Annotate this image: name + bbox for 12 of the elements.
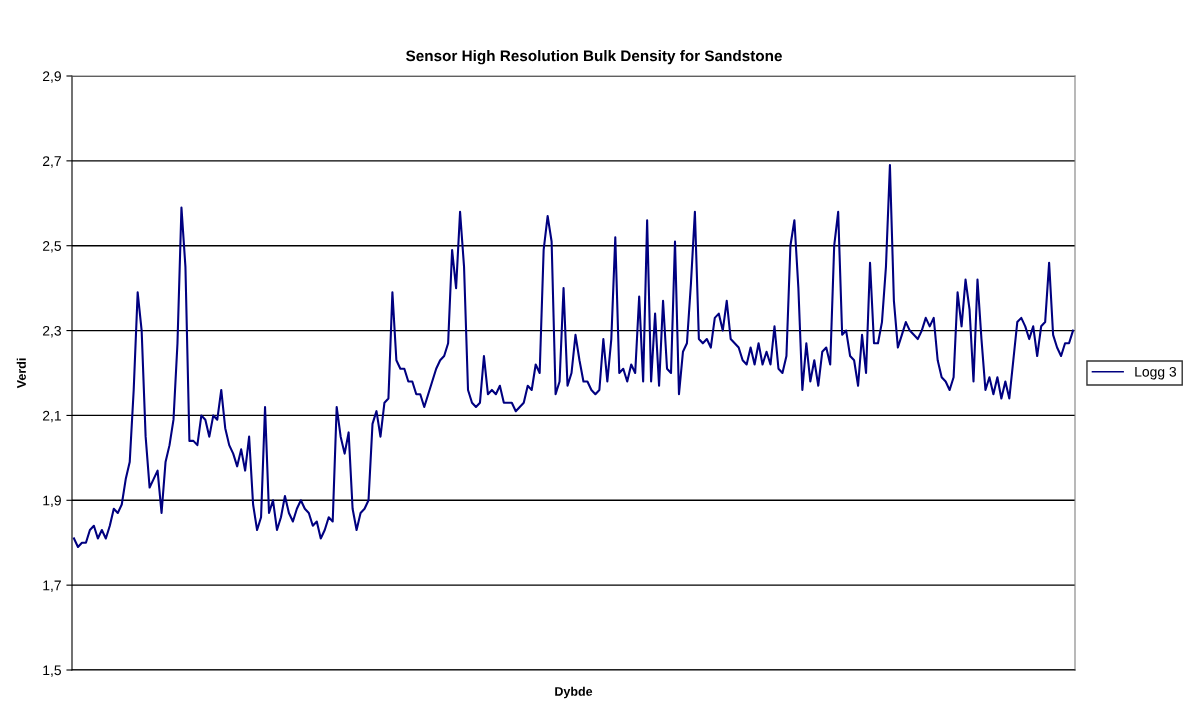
- y-tick-label: 2,3: [42, 325, 61, 338]
- chart-title: Sensor High Resolution Bulk Density for Sandstone: [406, 50, 782, 65]
- y-tick-label: 2,7: [42, 156, 61, 168]
- x-axis-title: Dybde: [555, 686, 593, 699]
- y-tick-label: 1,5: [43, 665, 61, 677]
- y-tick-label: 1,7: [43, 580, 61, 592]
- y-tick-label: 2,9: [42, 71, 61, 83]
- legend-label: Logg 3: [1135, 366, 1177, 380]
- y-axis-title: Verdi: [16, 358, 26, 389]
- y-tick-label: 2,1: [42, 410, 61, 423]
- y-tick-label: 1,9: [43, 495, 61, 508]
- y-tick-label: 2,5: [42, 241, 61, 253]
